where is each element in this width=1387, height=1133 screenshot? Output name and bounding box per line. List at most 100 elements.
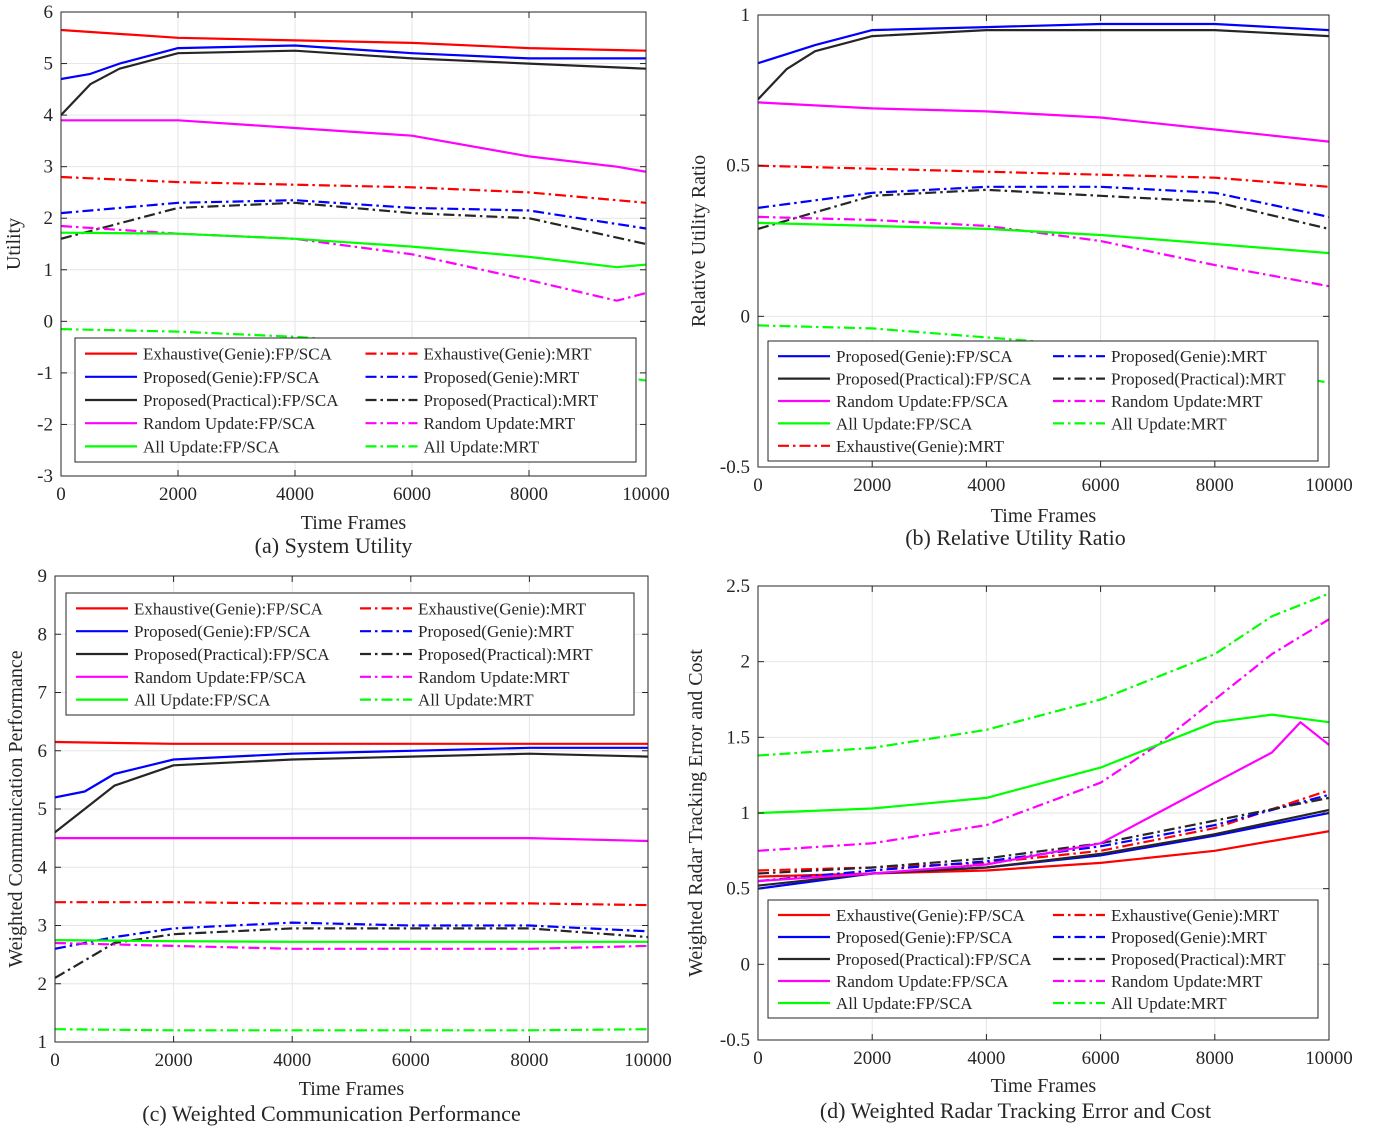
y-tick-label: -0.5 bbox=[720, 1030, 750, 1051]
y-tick-label: 0 bbox=[741, 954, 751, 975]
y-tick-label: 4 bbox=[44, 105, 54, 126]
legend-entry: Random Update:MRT bbox=[424, 414, 576, 433]
legend-entry: Proposed(Genie):FP/SCA bbox=[836, 928, 1013, 947]
axes-box bbox=[60, 11, 647, 477]
series-line-2 bbox=[758, 29, 1329, 101]
y-tick-label: 6 bbox=[38, 741, 48, 762]
legend-entry: Proposed(Practical):FP/SCA bbox=[143, 391, 339, 410]
series-line-4 bbox=[55, 752, 648, 834]
legend-box bbox=[65, 592, 635, 716]
legend-entry: Proposed(Practical):MRT bbox=[1111, 950, 1286, 969]
x-tick-label: 10000 bbox=[1305, 475, 1353, 496]
axes-box bbox=[757, 14, 1330, 468]
y-tick-label: 1 bbox=[44, 260, 54, 281]
legend-entry: All Update:FP/SCA bbox=[836, 414, 973, 433]
y-tick-label: -1 bbox=[37, 363, 53, 384]
legend-entry: Proposed(Genie):FP/SCA bbox=[836, 347, 1013, 366]
chart-panel-d: 0 2000 4000 6000 8000 10000-0.500.511.522.5Ti… bbox=[685, 576, 1353, 1123]
x-tick-label: 8000 bbox=[1196, 475, 1234, 496]
legend-entry: Exhaustive(Genie):FP/SCA bbox=[836, 906, 1026, 925]
series-line-0 bbox=[758, 22, 1329, 65]
legend-entry: Proposed(Practical):FP/SCA bbox=[836, 950, 1032, 969]
series-line-8 bbox=[758, 164, 1329, 188]
series-group bbox=[55, 740, 648, 1032]
series-line-0 bbox=[61, 28, 646, 52]
series-line-4 bbox=[61, 49, 646, 116]
y-tick-label: 0.5 bbox=[726, 879, 750, 900]
y-tick-label: 3 bbox=[38, 916, 48, 937]
series-line-8 bbox=[61, 231, 646, 269]
y-tick-label: 3 bbox=[44, 157, 54, 178]
legend-box bbox=[767, 899, 1319, 1019]
y-tick-label: 2 bbox=[44, 208, 54, 229]
series-line-5 bbox=[758, 215, 1329, 288]
y-tick-label: 2.5 bbox=[726, 576, 750, 597]
legend-entry: All Update:MRT bbox=[424, 437, 540, 456]
series-line-5 bbox=[55, 927, 648, 979]
x-tick-label: 4000 bbox=[273, 1050, 311, 1071]
legend-box bbox=[767, 340, 1319, 462]
y-tick-label: 9 bbox=[38, 566, 48, 587]
legend-entry: Proposed(Practical):MRT bbox=[1111, 370, 1286, 389]
legend-entry: Proposed(Genie):FP/SCA bbox=[134, 622, 311, 641]
legend: Exhaustive(Genie):FP/SCA Exhaustive(Genie… bbox=[767, 899, 1319, 1019]
legend-entry: Proposed(Practical):FP/SCA bbox=[836, 370, 1032, 389]
panel-caption: (b) Relative Utility Ratio bbox=[905, 525, 1126, 550]
legend-entry: Proposed(Genie):MRT bbox=[1111, 347, 1267, 366]
legend-entry: Exhaustive(Genie):MRT bbox=[418, 599, 587, 618]
y-tick-label: 1 bbox=[38, 1032, 48, 1053]
x-tick-label: 4000 bbox=[967, 475, 1005, 496]
x-tick-label: 8000 bbox=[1196, 1048, 1234, 1069]
y-tick-label: 1 bbox=[741, 803, 751, 824]
legend-entry: Proposed(Practical):MRT bbox=[424, 391, 599, 410]
series-line-2 bbox=[55, 746, 648, 799]
series-line-9 bbox=[758, 592, 1329, 757]
series-line-9 bbox=[61, 328, 646, 382]
legend-entry: All Update:MRT bbox=[1111, 994, 1227, 1013]
legend-entry: Exhaustive(Genie):MRT bbox=[424, 345, 593, 364]
legend-entry: Random Update:FP/SCA bbox=[143, 414, 316, 433]
legend-entry: Random Update:MRT bbox=[1111, 392, 1263, 411]
chart-panel-c: 0 2000 4000 6000 8000 10000 1 2 3 4 5 6 7 8 9 Time Fram… bbox=[5, 566, 672, 1126]
x-tick-label: 0 bbox=[56, 484, 66, 505]
series-line-7 bbox=[758, 618, 1329, 852]
legend-entry: Proposed(Genie):MRT bbox=[1111, 928, 1267, 947]
series-line-8 bbox=[758, 713, 1329, 815]
legend: Exhaustive(Genie):FP/SCA Exhaustive(Genie… bbox=[65, 592, 635, 716]
y-tick-label: 0.5 bbox=[726, 156, 750, 177]
x-tick-label: 4000 bbox=[967, 1048, 1005, 1069]
y-tick-label: -3 bbox=[37, 466, 53, 487]
legend-entry: Proposed(Genie):FP/SCA bbox=[143, 368, 320, 387]
y-tick-label: -2 bbox=[37, 414, 53, 435]
legend-entry: All Update:FP/SCA bbox=[134, 691, 271, 710]
series-line-1 bbox=[55, 901, 648, 907]
y-axis-label: Utility bbox=[3, 218, 25, 270]
series-group bbox=[758, 592, 1329, 890]
series-line-6 bbox=[55, 836, 648, 843]
x-tick-label: 2000 bbox=[159, 484, 197, 505]
x-tick-label: 6000 bbox=[1082, 475, 1120, 496]
series-line-4 bbox=[758, 101, 1329, 143]
chart-panel-a: 0 2000 4000 6000 8000 10000 -3 -2 -1 0 1 2 3 4 5 6 Time … bbox=[3, 2, 670, 558]
x-tick-label: 0 bbox=[753, 475, 763, 496]
panel-caption: (a) System Utility bbox=[255, 533, 413, 558]
series-group bbox=[758, 22, 1329, 384]
y-tick-label: 0 bbox=[741, 306, 751, 327]
y-tick-label: 0 bbox=[44, 311, 54, 332]
legend-entry: All Update:MRT bbox=[418, 691, 534, 710]
series-line-3 bbox=[758, 188, 1329, 230]
series-line-3 bbox=[61, 199, 646, 230]
y-axis-label: Relative Utility Ratio bbox=[688, 155, 710, 327]
y-axis-label: Weighted Communication Performance bbox=[5, 650, 27, 967]
y-tick-label: 7 bbox=[38, 683, 48, 704]
y-tick-label: 4 bbox=[38, 857, 48, 878]
x-axis-label: Time Frames bbox=[991, 1075, 1097, 1097]
series-line-1 bbox=[758, 185, 1329, 218]
x-tick-label: 10000 bbox=[622, 484, 670, 505]
panel-caption: (d) Weighted Radar Tracking Error and Co… bbox=[820, 1098, 1211, 1123]
legend: Proposed(Genie):FP/SCA Proposed(Genie):MR… bbox=[767, 340, 1319, 462]
legend-entry: Random Update:FP/SCA bbox=[134, 668, 307, 687]
x-tick-label: 10000 bbox=[1305, 1048, 1353, 1069]
x-tick-label: 6000 bbox=[392, 1050, 430, 1071]
